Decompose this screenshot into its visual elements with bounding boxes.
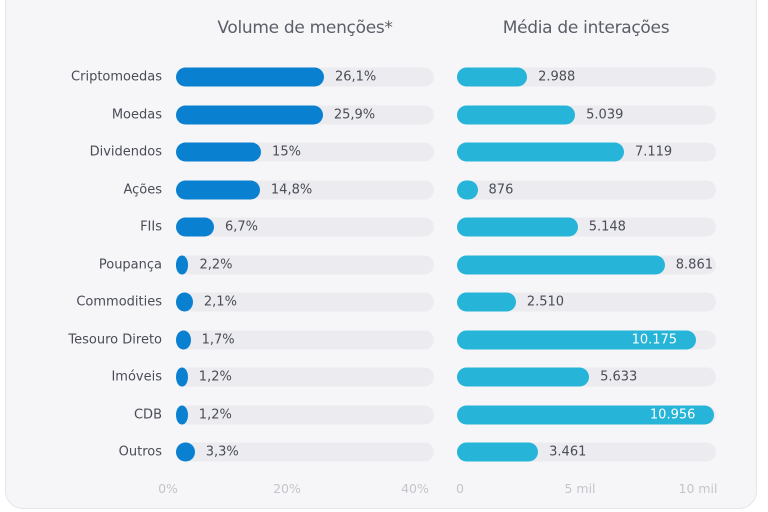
value-label: 2.510 <box>526 294 565 310</box>
bar <box>176 292 193 312</box>
value-label: 2.988 <box>538 69 576 85</box>
bar-track <box>176 217 434 237</box>
category-label: Dividendos <box>89 144 162 160</box>
value-label: 2,2% <box>199 257 233 272</box>
bar-track <box>457 292 716 312</box>
bar <box>457 330 696 349</box>
category-label: Ações <box>123 182 162 197</box>
bar-track <box>176 367 434 387</box>
value-label: 3.461 <box>549 444 587 460</box>
bar <box>176 330 191 349</box>
value-label: 2,1% <box>203 294 237 310</box>
bar <box>176 405 188 424</box>
value-label: 6,7% <box>224 219 259 235</box>
x-tick-label: 10 mil <box>678 481 718 496</box>
bar <box>457 105 576 124</box>
value-label: 10.175 <box>631 332 678 347</box>
bar <box>457 405 714 424</box>
value-label: 3,3% <box>205 444 239 460</box>
bar-track <box>176 255 434 274</box>
bar <box>176 255 189 274</box>
category-label: Imóveis <box>111 369 162 385</box>
value-label: 7.119 <box>634 144 673 160</box>
bar <box>457 255 665 274</box>
value-label: 26,1% <box>334 69 377 85</box>
value-label: 1,2% <box>198 369 232 385</box>
value-label: 25,9% <box>333 107 376 122</box>
bar-track <box>176 292 434 312</box>
bar <box>457 142 624 162</box>
category-label: Moedas <box>111 107 162 122</box>
bar <box>176 180 260 199</box>
x-tick-label: 20% <box>273 481 301 496</box>
chart-title-left: Volume de menções* <box>217 18 393 38</box>
value-label: 8.861 <box>675 257 713 272</box>
bar <box>457 67 528 87</box>
bar-track <box>176 442 434 462</box>
bar <box>457 217 578 237</box>
bar <box>176 217 214 237</box>
x-tick-label: 40% <box>401 481 429 496</box>
bar <box>176 142 262 162</box>
category-label: Tesouro Direto <box>68 332 162 347</box>
bar-track <box>176 330 434 349</box>
category-label: Poupança <box>98 257 162 272</box>
bar <box>176 67 324 87</box>
bar <box>457 292 516 312</box>
value-label: 1,2% <box>198 407 232 422</box>
value-label: 5.148 <box>588 219 626 235</box>
category-label: Criptomoedas <box>71 69 162 85</box>
category-label: FIIs <box>140 219 162 235</box>
value-label: 15% <box>272 144 301 160</box>
chart-title-right: Média de interações <box>502 18 670 38</box>
bar <box>457 367 590 387</box>
category-label: CDB <box>133 407 162 422</box>
value-label: 10.956 <box>649 407 696 422</box>
category-label: Outros <box>118 444 162 460</box>
x-tick-label: 5 mil <box>564 481 596 496</box>
value-label: 14,8% <box>270 182 313 197</box>
x-tick-label: 0% <box>158 481 178 496</box>
category-label: Commodities <box>76 294 162 310</box>
bar-track <box>457 180 716 199</box>
bar <box>457 442 539 462</box>
bar <box>176 105 323 124</box>
bar <box>176 442 195 462</box>
value-label: 1,7% <box>201 332 235 347</box>
value-label: 876 <box>488 182 514 197</box>
bar <box>176 367 188 387</box>
x-tick-label: 0 <box>456 481 464 496</box>
bar <box>457 180 478 199</box>
value-label: 5.633 <box>600 369 638 385</box>
bar-track <box>176 405 434 424</box>
value-label: 5.039 <box>586 107 624 122</box>
